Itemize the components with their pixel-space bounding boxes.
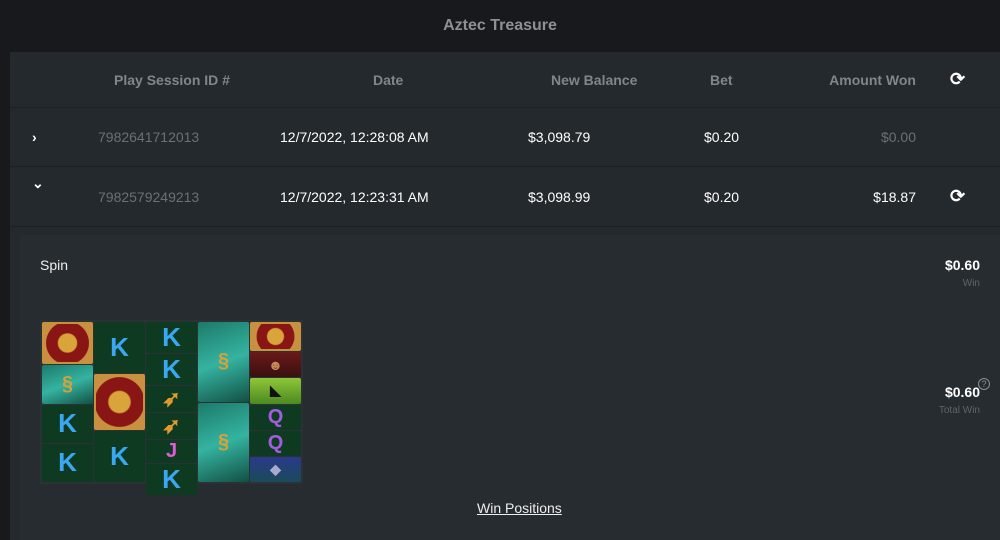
date: 12/7/2022, 12:28:08 AM: [280, 129, 429, 145]
symbol-boomerang: ➶: [146, 413, 197, 439]
symbol-k: K: [146, 354, 197, 385]
symbol-medallion: [250, 322, 301, 352]
symbol-k: K: [94, 430, 145, 482]
symbol-k: K: [42, 404, 93, 443]
spin-label: Spin: [40, 257, 69, 273]
help-icon[interactable]: ?: [978, 378, 990, 390]
bet: $0.20: [704, 188, 740, 205]
spin-detail: Spin $0.60 Win $0.60 ? Total Win § K K K K K K…: [20, 235, 1000, 540]
win-positions-link[interactable]: Win Positions: [477, 500, 562, 516]
symbol-q: Q: [250, 430, 301, 456]
table-row[interactable]: › 7982641712013 12/7/2022, 12:28:08 AM $…: [10, 108, 1000, 167]
symbol-explorer: ☻: [250, 352, 301, 378]
header-bet[interactable]: Bet: [710, 71, 733, 88]
refresh-icon[interactable]: ⟳: [950, 186, 966, 206]
symbol-medallion: [42, 322, 93, 365]
session-id: 7982579249213: [98, 188, 200, 205]
total-win-amount: $0.60 ? Total Win: [938, 378, 990, 416]
refresh-icon[interactable]: ⟳: [950, 69, 966, 89]
date: 12/7/2022, 12:23:31 AM: [280, 188, 429, 205]
new-balance: $3,098.99: [528, 188, 591, 205]
history-table: Play Session ID # Date New Balance Bet A…: [10, 52, 1000, 540]
page-title: Aztec Treasure: [443, 17, 557, 34]
symbol-panther: ◆: [250, 456, 301, 483]
win-label: Win: [962, 278, 980, 289]
symbol-snake: §: [198, 402, 249, 482]
reel-1: § K K: [42, 322, 93, 482]
symbol-snake: §: [198, 322, 249, 402]
new-balance: $3,098.79: [528, 129, 591, 145]
amount-won: $18.87: [873, 188, 916, 205]
collapse-chevron-icon[interactable]: ⌄: [32, 175, 44, 191]
header-new-balance[interactable]: New Balance: [551, 71, 638, 88]
symbol-k: K: [42, 443, 93, 482]
table-row[interactable]: ⌄ 7982579249213 12/7/2022, 12:23:31 AM $…: [10, 167, 1000, 227]
symbol-k: K: [146, 322, 197, 353]
header-session-id[interactable]: Play Session ID #: [114, 71, 230, 88]
symbol-q: Q: [250, 404, 301, 430]
header-date[interactable]: Date: [373, 71, 404, 88]
symbol-j: J: [146, 440, 197, 463]
symbol-medallion: [94, 374, 145, 430]
reel-4: § §: [198, 322, 249, 482]
amount-won: $0.00: [880, 129, 916, 145]
win-value: $0.60: [944, 257, 980, 273]
table-header: Play Session ID # Date New Balance Bet A…: [10, 52, 1000, 108]
session-id: 7982641712013: [98, 129, 200, 145]
symbol-snake: §: [42, 365, 93, 404]
symbol-toucan: ◣: [250, 378, 301, 404]
symbol-k: K: [146, 464, 197, 495]
total-win-label: Total Win: [938, 405, 980, 416]
total-win-value: $0.60: [944, 384, 980, 400]
reel-grid: § K K K K K K ➶ ➶ J K § § ☻ ◣ Q Q ◆: [40, 320, 303, 495]
symbol-k: K: [94, 322, 145, 374]
win-amount: $0.60 Win: [945, 257, 980, 289]
reel-3: K K ➶ ➶ J K: [146, 322, 197, 495]
expand-chevron-icon[interactable]: ›: [32, 129, 37, 145]
reel-5: ☻ ◣ Q Q ◆: [250, 322, 301, 483]
bet: $0.20: [704, 129, 740, 145]
symbol-boomerang: ➶: [146, 386, 197, 412]
header-amount-won[interactable]: Amount Won: [829, 71, 916, 88]
